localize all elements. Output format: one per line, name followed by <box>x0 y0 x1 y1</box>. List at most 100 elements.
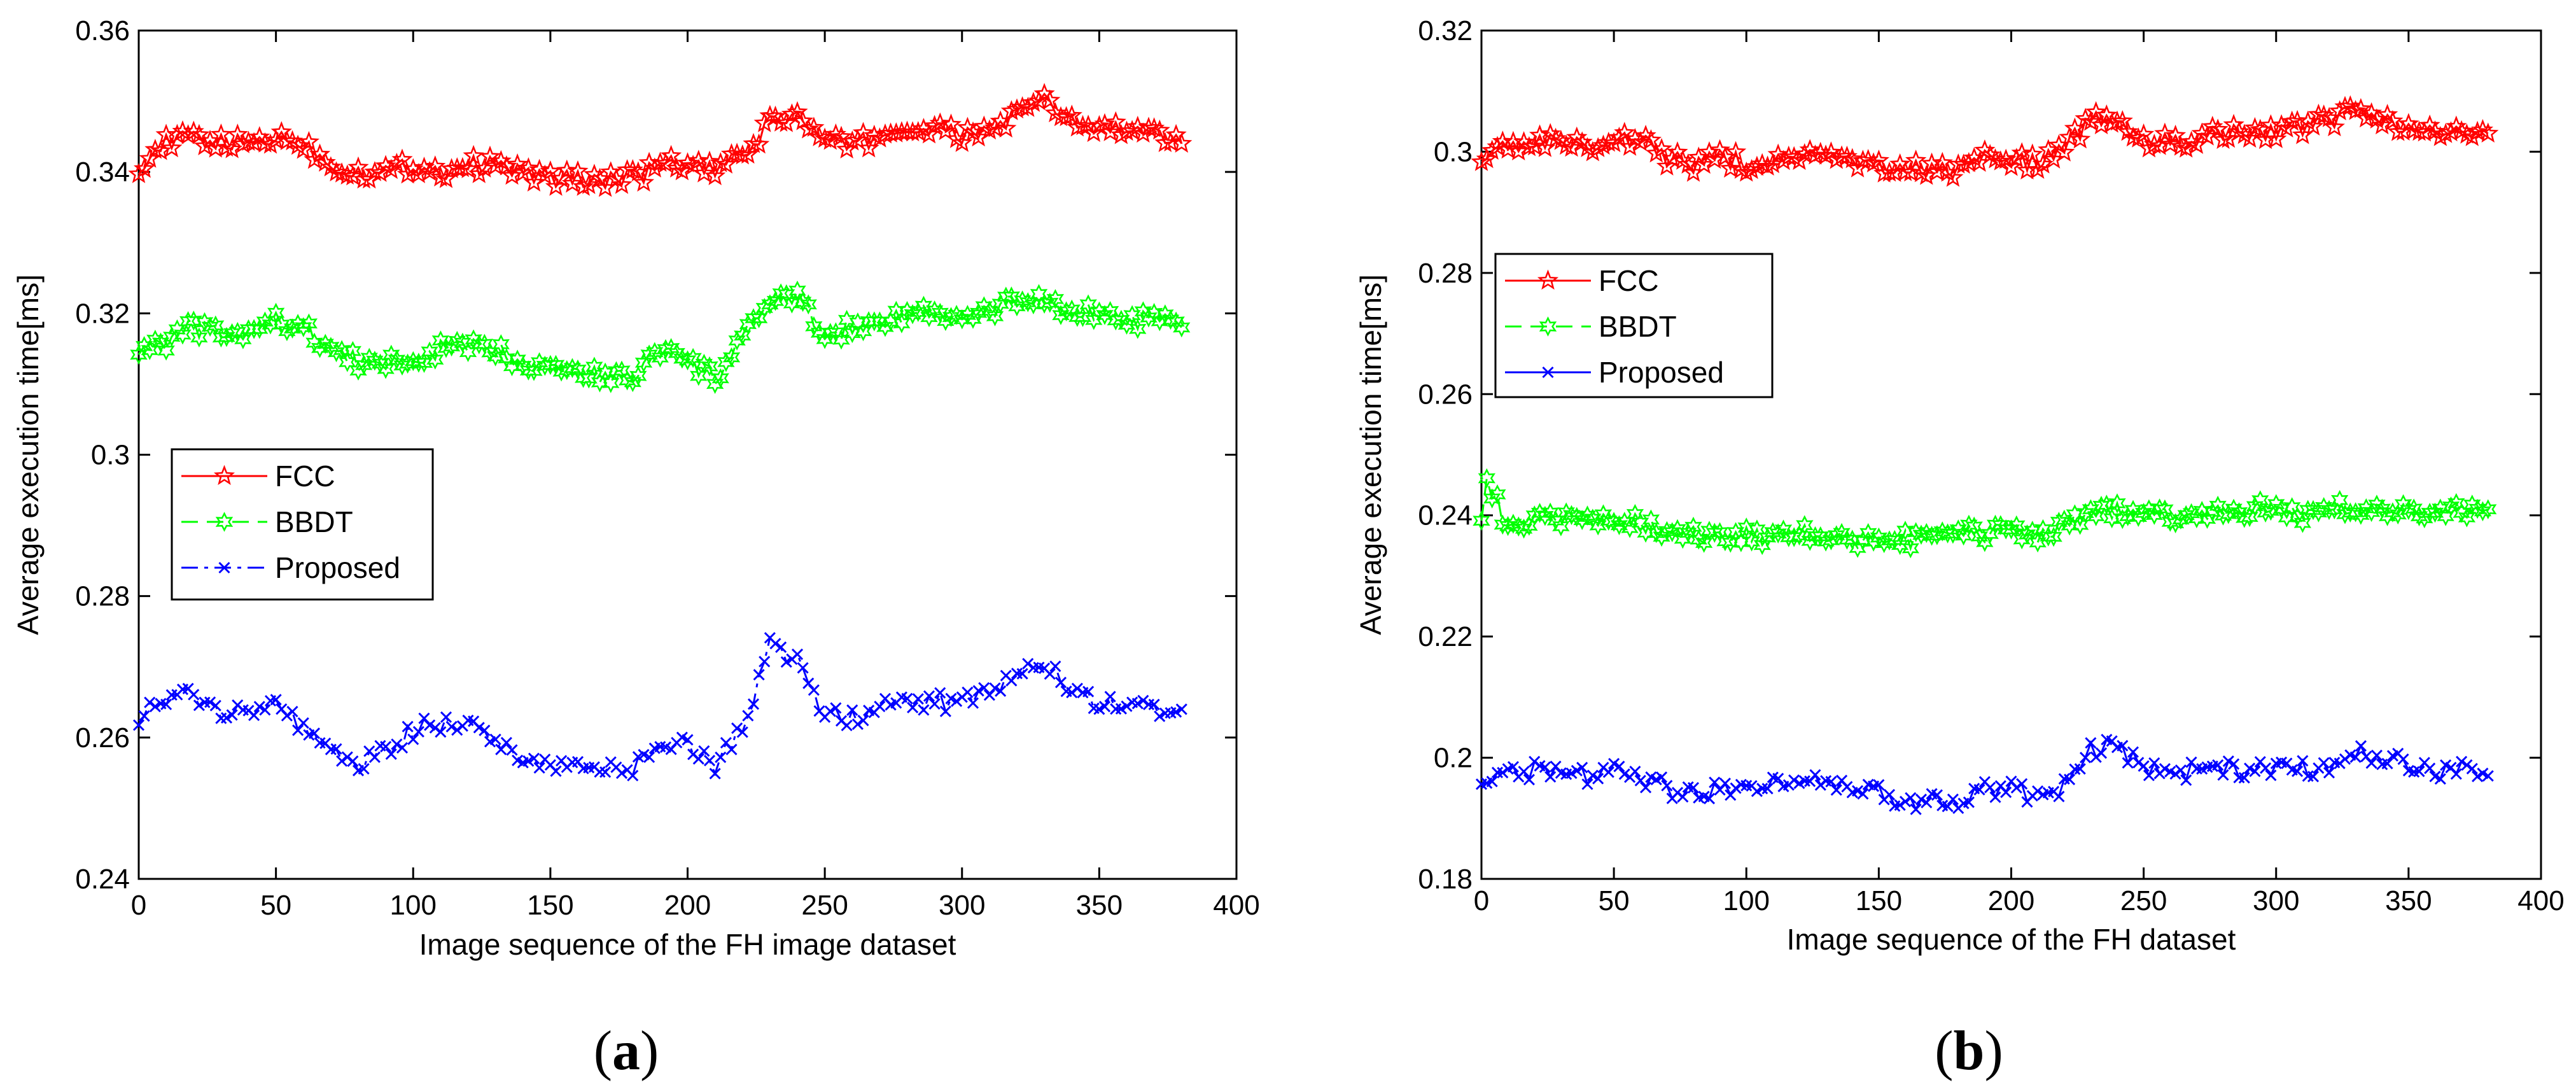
series-a-1-marker-139 <box>893 313 911 333</box>
legend-label-b-proposed: Proposed <box>1599 356 1724 389</box>
series-a-1-marker-6 <box>163 326 181 347</box>
series-legend-a-marker-1 <box>215 512 234 532</box>
series-a-1-marker-167 <box>1046 289 1064 309</box>
series-b-1-marker-166 <box>2352 505 2370 525</box>
series-b-2-marker-92 <box>1963 796 1975 808</box>
series-a-2-marker-100 <box>682 734 694 746</box>
series-a-2-marker-93 <box>643 751 655 763</box>
series-b-0-marker-139 <box>2207 118 2229 139</box>
series-b-0-marker-121 <box>2111 110 2133 130</box>
series-b-1-marker-83 <box>1912 524 1930 545</box>
series-a-1-marker-77 <box>552 361 570 382</box>
series-a-0-marker-39 <box>342 165 364 186</box>
series-a-1-marker-157 <box>991 293 1009 314</box>
legend-label-a-proposed: Proposed <box>275 551 400 584</box>
series-a-2-marker-41 <box>358 763 370 775</box>
series-b-2-marker-31 <box>1640 782 1652 794</box>
series-b-2-marker-84 <box>1921 796 1933 809</box>
series-a-1-marker-86 <box>602 373 620 393</box>
series-b-0-marker-116 <box>2085 101 2107 122</box>
series-b-2-marker-56 <box>1772 773 1784 785</box>
series-legend-a-marker-0 <box>213 465 235 486</box>
series-b-2-marker-122 <box>2122 757 2134 769</box>
y-tick-label-b-6: 0.3 <box>1434 136 1473 167</box>
series-a-2-marker-10 <box>188 689 200 701</box>
series-b-1-marker-51 <box>1742 531 1761 552</box>
series-a-2-marker-3 <box>149 701 161 713</box>
series-a-2-marker-162 <box>1022 657 1034 670</box>
series-a-2-marker-142 <box>912 693 924 705</box>
series-a-1-marker-173 <box>1079 294 1097 315</box>
series-b-2-marker-117 <box>2095 747 2108 759</box>
series-b-0-marker-11 <box>1529 124 1551 144</box>
series-b-1-marker-141 <box>2220 503 2237 524</box>
series-a-2-marker-36 <box>330 743 342 755</box>
y-tick-label-b-3: 0.24 <box>1418 500 1473 531</box>
series-b-1-marker-114 <box>2076 503 2094 523</box>
series-a-0-marker-40 <box>347 156 369 177</box>
series-b-1-marker-61 <box>1796 515 1814 535</box>
legend-b: FCC BBDT Proposed <box>1494 253 1774 398</box>
series-b-1-marker-171 <box>2378 506 2397 526</box>
series-b-2-marker-187 <box>2466 762 2478 775</box>
series-a-1-marker-10 <box>185 311 202 331</box>
x-tick-label-b-6: 300 <box>2253 885 2299 916</box>
series-a-2-marker-168 <box>1054 677 1067 689</box>
series-a-2-marker-166 <box>1044 668 1056 680</box>
series-a-2-marker-53 <box>424 719 436 731</box>
series-a-1-marker-169 <box>1058 301 1075 321</box>
series-b-1-marker-19 <box>1573 510 1591 530</box>
series-b-0-marker-130 <box>2159 133 2181 154</box>
series-a-2-marker-111 <box>742 710 754 722</box>
series-b-0-marker-47 <box>1719 157 1741 178</box>
series-b-2-marker-177 <box>2413 766 2425 778</box>
series-b-1-marker-65 <box>1817 531 1835 552</box>
series-a-2-marker-144 <box>923 690 935 702</box>
y-tick-label-b-7: 0.32 <box>1418 15 1473 46</box>
series-a-2-marker-112 <box>747 698 760 710</box>
x-tick-label-b-1: 50 <box>1599 885 1630 916</box>
series-b-2-marker-38 <box>1677 790 1689 803</box>
series-a-2-marker-118 <box>780 656 792 668</box>
series-b-2-marker-186 <box>2461 759 2473 771</box>
series-a-0-marker-64 <box>479 145 501 166</box>
series-a-0-marker-112 <box>743 132 764 153</box>
series-a-2-marker-38 <box>341 751 353 763</box>
series-b-2-marker-44 <box>1709 776 1721 789</box>
series-a-0-marker-48 <box>391 148 413 169</box>
series-b-2-marker-83 <box>1915 793 1928 806</box>
series-a-2-marker-180 <box>1121 700 1133 712</box>
series-a-2-marker-140 <box>901 692 913 705</box>
series-a-2-marker-32 <box>308 727 321 740</box>
series-a-1-marker-91 <box>629 365 647 386</box>
x-tick-label-a-2: 100 <box>390 890 437 921</box>
series-b-1-marker-66 <box>1822 530 1840 551</box>
series-a-0-marker-89 <box>616 158 638 179</box>
series-b-2-marker-9 <box>1523 773 1535 786</box>
series-a-2-marker-190 <box>1175 703 1187 715</box>
y-tick-label-b-4: 0.26 <box>1418 379 1473 410</box>
series-a-2-marker-113 <box>753 669 765 681</box>
series-a-2-marker-102 <box>692 753 704 765</box>
series-a-2-marker-13 <box>204 696 216 708</box>
legend-label-a-bbdt: BBDT <box>275 505 353 538</box>
panel-caption-b-letter: b <box>1954 1020 1985 1082</box>
series-b-0-marker-87 <box>1931 151 1953 172</box>
series-b-1-marker-180 <box>2426 502 2444 523</box>
series-b-1-marker-15 <box>1552 516 1570 536</box>
series-b-2-marker-13 <box>1544 771 1557 783</box>
series-a-0-marker-97 <box>660 144 682 165</box>
series-a-1-marker-176 <box>1096 305 1114 325</box>
series-a-1-marker-39 <box>344 340 361 361</box>
series-b-2-marker-149 <box>2265 769 2277 782</box>
series-b-2-marker-21 <box>1586 769 1599 782</box>
series-b-2-marker-19 <box>1576 762 1588 774</box>
series-b-0-marker-128 <box>2148 134 2171 155</box>
series-b-1-marker-158 <box>2309 502 2327 522</box>
legend-label-b-bbdt: BBDT <box>1599 310 1677 343</box>
series-b-2-marker-144 <box>2238 772 2250 784</box>
series-a-1-marker-56 <box>437 337 455 358</box>
series-b-1-marker-103 <box>2018 524 2036 545</box>
panel-caption-b: (b) <box>1935 1020 2003 1082</box>
series-a-0-marker-178 <box>1105 111 1126 132</box>
